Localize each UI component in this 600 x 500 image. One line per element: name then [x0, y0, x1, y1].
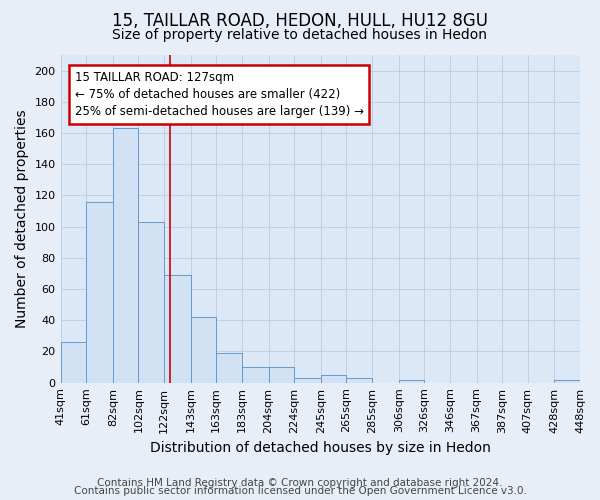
Bar: [113, 128, 139, 382]
Y-axis label: Number of detached properties: Number of detached properties: [15, 110, 29, 328]
Bar: [139, 222, 164, 382]
Text: 15 TAILLAR ROAD: 127sqm
← 75% of detached houses are smaller (422)
25% of semi-d: 15 TAILLAR ROAD: 127sqm ← 75% of detache…: [74, 70, 364, 118]
Text: Size of property relative to detached houses in Hedon: Size of property relative to detached ho…: [113, 28, 487, 42]
Bar: [191, 317, 216, 382]
Text: Contains HM Land Registry data © Crown copyright and database right 2024.: Contains HM Land Registry data © Crown c…: [97, 478, 503, 488]
Text: Contains public sector information licensed under the Open Government Licence v3: Contains public sector information licen…: [74, 486, 526, 496]
Bar: [242, 367, 269, 382]
Text: 15, TAILLAR ROAD, HEDON, HULL, HU12 8GU: 15, TAILLAR ROAD, HEDON, HULL, HU12 8GU: [112, 12, 488, 30]
Bar: [294, 378, 321, 382]
Bar: [321, 375, 346, 382]
Bar: [554, 380, 580, 382]
Bar: [164, 275, 191, 382]
Bar: [399, 380, 424, 382]
Bar: [61, 342, 86, 382]
Bar: [216, 353, 242, 382]
X-axis label: Distribution of detached houses by size in Hedon: Distribution of detached houses by size …: [150, 441, 491, 455]
Bar: [86, 202, 113, 382]
Bar: [269, 367, 294, 382]
Bar: [346, 378, 372, 382]
